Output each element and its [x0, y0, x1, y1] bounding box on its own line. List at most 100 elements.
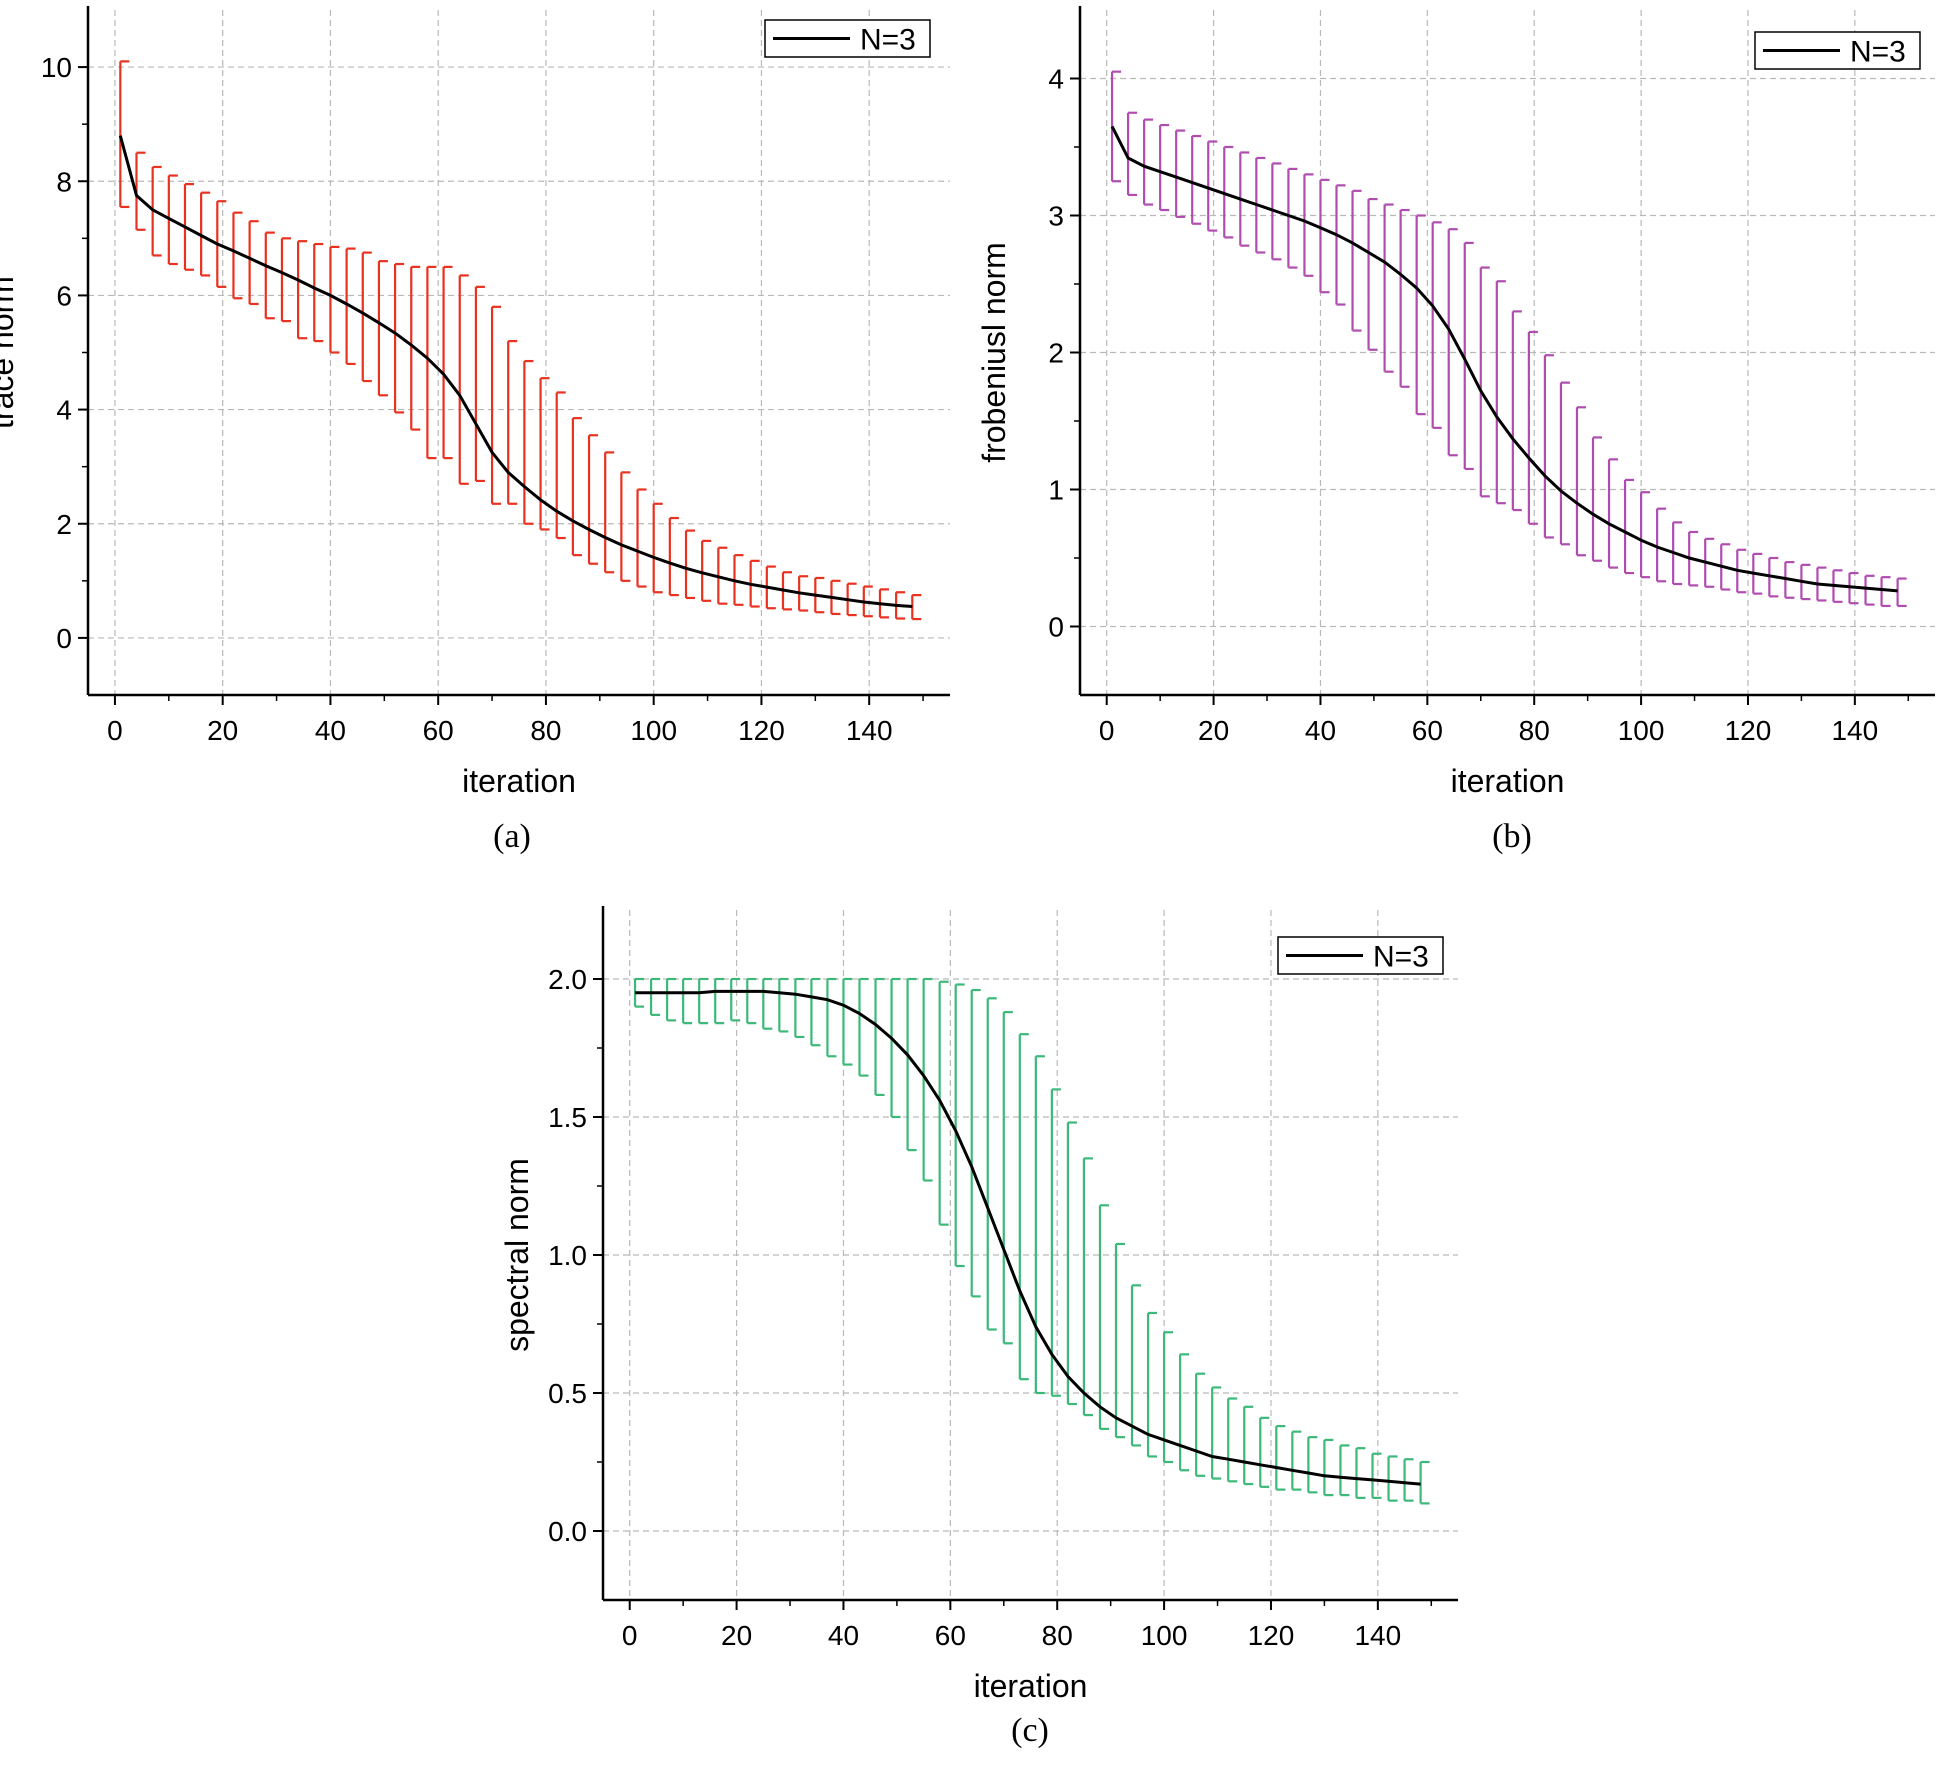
error-bar [1527, 330, 1538, 525]
error-bar [1896, 577, 1907, 608]
x-tick-label: 60 [423, 715, 454, 746]
error-bar [1066, 1121, 1077, 1406]
y-tick-label: 2 [56, 509, 72, 540]
error-bar [1543, 354, 1554, 539]
error-bar [604, 451, 615, 574]
y-tick-label: 10 [41, 52, 72, 83]
error-bar [911, 594, 922, 621]
error-bar [1463, 241, 1474, 471]
legend-label: N=3 [1850, 36, 1906, 69]
error-bar [1146, 1311, 1158, 1458]
error-bar [1159, 123, 1170, 212]
x-axis-title: iteration [1451, 763, 1565, 799]
error-bar [620, 471, 631, 582]
error-bar [649, 977, 661, 1016]
y-tick-label: 4 [1048, 64, 1064, 95]
error-bar [1479, 266, 1490, 498]
x-tick-label: 20 [721, 1620, 752, 1651]
error-bar [668, 516, 679, 597]
y-tick-label: 2.0 [548, 964, 587, 995]
error-bar [1114, 1242, 1125, 1439]
error-bar [1211, 1386, 1222, 1480]
x-tick-label: 60 [935, 1620, 966, 1651]
error-bar [361, 251, 372, 383]
legend: N=3 [1277, 936, 1444, 975]
error-bar [1291, 1430, 1302, 1491]
error-bar [922, 977, 933, 1182]
error-bar [410, 265, 421, 431]
error-bar [345, 247, 356, 366]
error-bar [633, 977, 645, 1008]
error-bar [426, 265, 437, 460]
x-tick-label: 140 [846, 715, 893, 746]
legend-label: N=3 [1373, 941, 1429, 974]
caption-c: (c) [1011, 1712, 1049, 1749]
error-bar [1126, 111, 1138, 197]
error-bar [1355, 1447, 1366, 1499]
y-tick-label: 3 [1048, 201, 1064, 232]
error-bar [714, 977, 725, 1025]
error-bar [1130, 1284, 1142, 1447]
error-bar [377, 260, 388, 397]
error-bar [698, 977, 709, 1025]
x-tick-label: 80 [1042, 1620, 1073, 1651]
y-tick-label: 1.0 [548, 1240, 587, 1271]
x-tick-label: 20 [207, 715, 238, 746]
x-tick-label: 140 [1354, 1620, 1401, 1651]
x-tick-label: 100 [1618, 715, 1665, 746]
y-axis-title: frobeniusl norm [976, 242, 1012, 463]
error-bar [986, 997, 997, 1331]
error-bar [1351, 189, 1362, 332]
error-bar [1387, 1455, 1398, 1502]
error-bar [1227, 1397, 1238, 1483]
error-bar [1575, 406, 1586, 557]
x-tick-label: 40 [1305, 715, 1336, 746]
error-bar [1275, 1425, 1286, 1491]
y-tick-label: 4 [56, 395, 72, 426]
error-bar [1175, 129, 1186, 218]
x-tick-label: 100 [630, 715, 677, 746]
error-bar [1419, 1460, 1430, 1505]
x-axis-title: iteration [974, 1668, 1088, 1704]
error-bar [666, 977, 677, 1022]
error-bar [1034, 1055, 1045, 1395]
error-bar [1319, 178, 1330, 294]
error-bar [1431, 221, 1442, 429]
x-tick-label: 40 [315, 715, 346, 746]
error-bar [507, 339, 518, 505]
error-bar [313, 242, 324, 343]
error-bar [1447, 228, 1458, 457]
caption-b: (b) [1492, 818, 1532, 855]
legend: N=3 [764, 19, 931, 58]
x-tick-label: 0 [622, 1620, 638, 1651]
error-bar [858, 977, 869, 1077]
error-bar [1656, 507, 1667, 583]
y-tick-label: 2 [1048, 338, 1064, 369]
error-bar [1323, 1438, 1334, 1497]
error-bar [1880, 576, 1891, 608]
error-bar [1371, 1452, 1382, 1499]
error-bar [1143, 118, 1154, 206]
error-bar [746, 977, 757, 1025]
error-bar [730, 977, 741, 1022]
error-bar [1335, 184, 1346, 306]
error-bar [652, 502, 663, 594]
error-bar [794, 977, 805, 1039]
error-bar [1259, 1416, 1270, 1488]
error-bar [1367, 197, 1378, 351]
error-bar [954, 983, 965, 1268]
series-line [635, 989, 1421, 1486]
x-tick-label: 40 [828, 1620, 859, 1651]
error-bar [1339, 1444, 1350, 1497]
error-bar [682, 977, 693, 1025]
x-tick-label: 60 [1412, 715, 1443, 746]
error-bar [1179, 1353, 1190, 1472]
error-bar [1559, 381, 1570, 546]
error-bar [1207, 140, 1218, 232]
error-bar [1050, 1088, 1061, 1397]
y-tick-label: 0 [1048, 612, 1064, 643]
error-bar [1511, 310, 1522, 512]
chart-panel-c: 0 20 40 60 80 100 120 140 0.0 0.5 1.0 1.5 2.0 iterati… [499, 906, 1458, 1704]
x-tick-label: 120 [738, 715, 785, 746]
